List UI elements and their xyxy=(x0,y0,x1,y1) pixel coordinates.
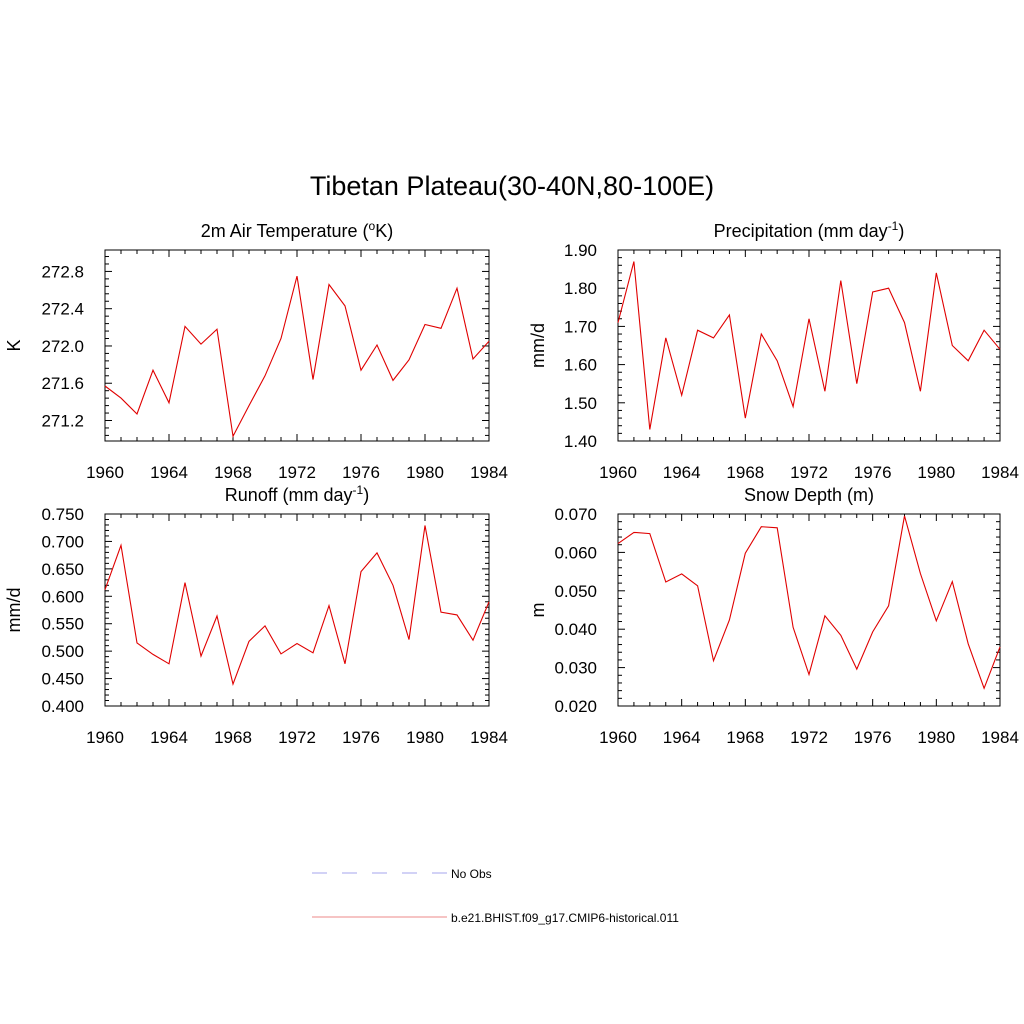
y-tick-label: 0.400 xyxy=(41,697,84,716)
y-tick-label: 0.060 xyxy=(554,543,597,562)
y-tick-label: 272.4 xyxy=(41,300,84,319)
panel-title-tail: K) xyxy=(375,221,393,241)
y-axis-label: mm/d xyxy=(4,588,24,633)
legend-label: b.e21.BHIST.f09_g17.CMIP6-historical.011 xyxy=(451,911,679,925)
panel-title: Precipitation (mm day-1) xyxy=(714,219,905,241)
y-axis-label: m xyxy=(528,603,548,618)
x-tick-label: 1972 xyxy=(278,463,316,482)
x-tick-label: 1968 xyxy=(214,728,252,747)
y-tick-label: 0.450 xyxy=(41,670,84,689)
x-tick-label: 1968 xyxy=(214,463,252,482)
y-tick-label: 272.0 xyxy=(41,337,84,356)
series-line xyxy=(617,261,1001,430)
panel-title-tail: ) xyxy=(898,221,904,241)
series-line xyxy=(104,275,490,439)
x-tick-label: 1980 xyxy=(406,728,444,747)
x-tick-label: 1964 xyxy=(663,463,701,482)
x-tick-label: 1980 xyxy=(917,463,955,482)
x-tick-label: 1976 xyxy=(342,728,380,747)
y-tick-label: 0.500 xyxy=(41,642,84,661)
panel-title-main: Snow Depth (m) xyxy=(744,485,874,505)
y-tick-label: 0.040 xyxy=(554,620,597,639)
legend-label: No Obs xyxy=(451,867,492,881)
y-tick-label: 271.6 xyxy=(41,374,84,393)
panel-title-superscript: o xyxy=(369,219,376,233)
plot-frame xyxy=(617,513,1001,707)
panel-2: Precipitation (mm day-1) 1960 1964 1968 1972… xyxy=(528,219,1019,482)
legend-item: No Obs xyxy=(312,867,492,881)
panel-title: Snow Depth (m) xyxy=(744,485,874,505)
panel-title-main: Precipitation (mm day xyxy=(714,221,888,241)
y-tick-label: 0.050 xyxy=(554,582,597,601)
y-tick-label: 1.90 xyxy=(564,241,597,260)
y-tick-label: 271.2 xyxy=(41,412,84,431)
x-tick-label: 1976 xyxy=(342,463,380,482)
y-tick-label: 0.700 xyxy=(41,532,84,551)
series-line xyxy=(617,515,1001,690)
x-tick-label: 1960 xyxy=(599,463,637,482)
legend: No Obs b.e21.BHIST.f09_g17.CMIP6-historic… xyxy=(312,867,679,925)
y-tick-label: 0.030 xyxy=(554,659,597,678)
panels: 2m Air Temperature (oK)1960 1964 1968 1972 1… xyxy=(4,219,1019,747)
x-tick-label: 1980 xyxy=(406,463,444,482)
x-tick-label: 1984 xyxy=(470,463,508,482)
x-tick-label: 1964 xyxy=(150,463,188,482)
plot-frame xyxy=(104,513,490,707)
panel-title: Runoff (mm day-1) xyxy=(225,483,369,505)
x-tick-label: 1984 xyxy=(470,728,508,747)
panel-title: 2m Air Temperature (oK) xyxy=(201,219,393,241)
panel-title-tail: ) xyxy=(363,485,369,505)
y-tick-label: 0.600 xyxy=(41,587,84,606)
x-tick-label: 1964 xyxy=(663,728,701,747)
x-tick-label: 1976 xyxy=(854,728,892,747)
panel-title-main: 2m Air Temperature ( xyxy=(201,221,369,241)
x-tick-label: 1984 xyxy=(981,728,1019,747)
x-tick-label: 1972 xyxy=(790,728,828,747)
x-tick-label: 1968 xyxy=(726,463,764,482)
x-tick-label: 1960 xyxy=(599,728,637,747)
y-tick-label: 1.70 xyxy=(564,317,597,336)
x-tick-label: 1964 xyxy=(150,728,188,747)
x-tick-label: 1960 xyxy=(86,463,124,482)
panel-title-superscript: -1 xyxy=(888,219,899,233)
series-line xyxy=(104,525,490,686)
y-axis-label: K xyxy=(4,339,24,351)
x-tick-label: 1960 xyxy=(86,728,124,747)
panel-3: Runoff (mm day-1) 1960 1964 1968 1972 1976 198… xyxy=(4,483,508,747)
legend-item: b.e21.BHIST.f09_g17.CMIP6-historical.011 xyxy=(312,911,679,925)
y-tick-label: 1.80 xyxy=(564,279,597,298)
x-tick-label: 1972 xyxy=(278,728,316,747)
y-tick-label: 0.020 xyxy=(554,697,597,716)
panel-4: Snow Depth (m) 1960 1964 1968 1972 1976 1980 19… xyxy=(528,485,1019,747)
figure-title: Tibetan Plateau(30-40N,80-100E) xyxy=(310,171,714,201)
x-tick-label: 1968 xyxy=(726,728,764,747)
y-tick-label: 1.50 xyxy=(564,394,597,413)
panel-title-main: Runoff (mm day xyxy=(225,485,353,505)
x-tick-label: 1984 xyxy=(981,463,1019,482)
x-tick-label: 1972 xyxy=(790,463,828,482)
y-tick-label: 0.750 xyxy=(41,505,84,524)
y-tick-label: 0.650 xyxy=(41,560,84,579)
y-axis-label: mm/d xyxy=(528,323,548,368)
y-tick-label: 1.40 xyxy=(564,432,597,451)
panel-title-superscript: -1 xyxy=(353,483,364,497)
x-tick-label: 1976 xyxy=(854,463,892,482)
y-tick-label: 1.60 xyxy=(564,356,597,375)
y-tick-label: 0.550 xyxy=(41,615,84,634)
plot-frame xyxy=(617,249,1001,442)
panel-1: 2m Air Temperature (oK) 1960 1964 1968 1972 1… xyxy=(4,219,508,482)
x-tick-label: 1980 xyxy=(917,728,955,747)
y-tick-label: 272.8 xyxy=(41,262,84,281)
y-tick-label: 0.070 xyxy=(554,505,597,524)
